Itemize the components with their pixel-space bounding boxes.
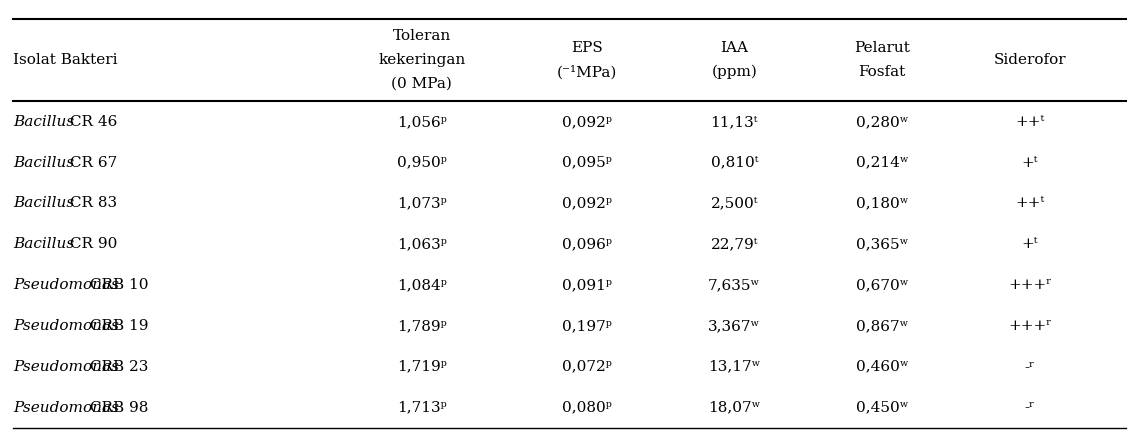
Text: -ʳ: -ʳ <box>1024 400 1035 414</box>
Text: Pelarut: Pelarut <box>854 41 910 55</box>
Text: (ppm): (ppm) <box>712 65 757 79</box>
Text: Bacillus: Bacillus <box>13 115 74 129</box>
Text: 0,092ᵖ: 0,092ᵖ <box>562 197 612 211</box>
Text: 0,670ʷ: 0,670ʷ <box>855 278 908 292</box>
Text: IAA: IAA <box>720 41 748 55</box>
Text: ++ᵗ: ++ᵗ <box>1015 115 1044 129</box>
Text: 1,084ᵖ: 1,084ᵖ <box>396 278 446 292</box>
Text: 0,280ʷ: 0,280ʷ <box>855 115 908 129</box>
Text: 1,719ᵖ: 1,719ᵖ <box>396 360 446 374</box>
Text: CR 67: CR 67 <box>65 155 117 170</box>
Text: 0,950ᵖ: 0,950ᵖ <box>396 155 446 170</box>
Text: 1,789ᵖ: 1,789ᵖ <box>396 319 446 333</box>
Text: 13,17ʷ: 13,17ʷ <box>708 360 761 374</box>
Text: kekeringan: kekeringan <box>378 53 466 67</box>
Text: Fosfat: Fosfat <box>859 65 906 79</box>
Text: 11,13ᵗ: 11,13ᵗ <box>711 115 757 129</box>
Text: 1,713ᵖ: 1,713ᵖ <box>396 400 446 414</box>
Text: Pseudomonas: Pseudomonas <box>13 360 118 374</box>
Text: Pseudomonas: Pseudomonas <box>13 400 118 414</box>
Text: EPS: EPS <box>571 41 603 55</box>
Text: Bacillus: Bacillus <box>13 237 74 251</box>
Text: 3,367ʷ: 3,367ʷ <box>708 319 761 333</box>
Text: +++ʳ: +++ʳ <box>1008 278 1051 292</box>
Text: (0 MPa): (0 MPa) <box>392 77 452 91</box>
Text: CRB 10: CRB 10 <box>85 278 149 292</box>
Text: Isolat Bakteri: Isolat Bakteri <box>13 53 117 67</box>
Text: ++ᵗ: ++ᵗ <box>1015 197 1044 211</box>
Text: 0,460ʷ: 0,460ʷ <box>855 360 908 374</box>
Text: 1,073ᵖ: 1,073ᵖ <box>396 197 446 211</box>
Text: Pseudomonas: Pseudomonas <box>13 278 118 292</box>
Text: 0,091ᵖ: 0,091ᵖ <box>562 278 612 292</box>
Text: Bacillus: Bacillus <box>13 155 74 170</box>
Text: 18,07ʷ: 18,07ʷ <box>708 400 761 414</box>
Text: 0,810ᵗ: 0,810ᵗ <box>711 155 757 170</box>
Text: CRB 19: CRB 19 <box>85 319 149 333</box>
Text: 0,072ᵖ: 0,072ᵖ <box>562 360 612 374</box>
Text: CRB 23: CRB 23 <box>85 360 148 374</box>
Text: 2,500ᵗ: 2,500ᵗ <box>711 197 757 211</box>
Text: Siderofor: Siderofor <box>993 53 1066 67</box>
Text: -ʳ: -ʳ <box>1024 360 1035 374</box>
Text: 1,056ᵖ: 1,056ᵖ <box>396 115 446 129</box>
Text: 7,635ʷ: 7,635ʷ <box>708 278 761 292</box>
Text: +ᵗ: +ᵗ <box>1022 155 1038 170</box>
Text: 0,197ᵖ: 0,197ᵖ <box>562 319 612 333</box>
Text: CR 83: CR 83 <box>65 197 117 211</box>
Text: Bacillus: Bacillus <box>13 197 74 211</box>
Text: 0,092ᵖ: 0,092ᵖ <box>562 115 612 129</box>
Text: +++ʳ: +++ʳ <box>1008 319 1051 333</box>
Text: 0,214ʷ: 0,214ʷ <box>855 155 908 170</box>
Text: CRB 98: CRB 98 <box>85 400 148 414</box>
Text: 0,095ᵖ: 0,095ᵖ <box>562 155 612 170</box>
Text: 22,79ᵗ: 22,79ᵗ <box>711 237 757 251</box>
Text: 0,096ᵖ: 0,096ᵖ <box>562 237 612 251</box>
Text: 0,080ᵖ: 0,080ᵖ <box>562 400 612 414</box>
Text: 0,450ʷ: 0,450ʷ <box>855 400 908 414</box>
Text: Toleran: Toleran <box>393 29 451 43</box>
Text: (⁻¹MPa): (⁻¹MPa) <box>556 65 616 79</box>
Text: 0,365ʷ: 0,365ʷ <box>855 237 908 251</box>
Text: +ᵗ: +ᵗ <box>1022 237 1038 251</box>
Text: CR 90: CR 90 <box>65 237 117 251</box>
Text: Pseudomonas: Pseudomonas <box>13 319 118 333</box>
Text: 1,063ᵖ: 1,063ᵖ <box>396 237 446 251</box>
Text: 0,867ʷ: 0,867ʷ <box>855 319 908 333</box>
Text: 0,180ʷ: 0,180ʷ <box>855 197 908 211</box>
Text: CR 46: CR 46 <box>65 115 117 129</box>
